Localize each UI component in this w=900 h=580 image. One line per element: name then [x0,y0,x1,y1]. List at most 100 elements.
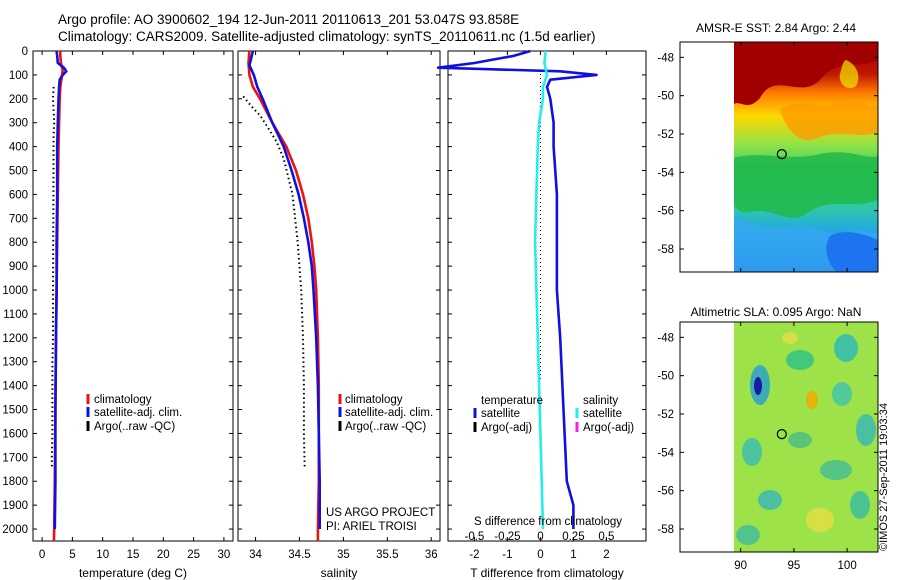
lat-tick-label: -52 [657,409,674,421]
depth-tick-label: 1700 [2,452,28,464]
x-tick-label: 5 [69,549,75,561]
legend-label-argo: Argo(..raw -QC) [345,421,426,433]
x-tick-label: 0 [537,549,543,561]
depth-tick-label: 0 [22,46,28,58]
series-line-s-satellite [533,50,549,530]
temperature-legend: climatology satellite-adj. clim. Argo(..… [86,394,182,433]
depth-tick-label: 200 [9,94,28,106]
lat-tick-label: -54 [657,167,674,179]
lat-tick-label: -56 [657,486,674,498]
pi-annotation: PI: ARIEL TROISI [326,521,417,533]
sla-map-frame [679,321,879,553]
x-tick-label: 1 [570,549,576,561]
difference-plot: -2 -1 0 1 2 -0.5 -0.25 0 0.25 0.5 [436,49,614,561]
salinity-plot: 34 34.5 35 35.5 36 [242,50,438,561]
lat-tick-label: -56 [657,206,674,218]
s-tick-label: 0.5 [598,531,614,543]
lat-tick-label: -50 [657,371,674,383]
series-line-satellite-adj-clim [53,50,68,530]
x-tick-label: 35.5 [376,549,398,561]
depth-tick-label: 100 [9,70,28,82]
x-tick-label: 25 [187,549,200,561]
sst-map: AMSR-E SST: 2.84 Argo: 2.44 -48 -50 -52 -54… [657,21,879,273]
lat-tick-label: -58 [657,524,674,536]
s-tick-label: -0.25 [494,531,520,543]
s-tick-label: 0.25 [562,531,584,543]
lat-tick-label: -50 [657,91,674,103]
sla-map-title: Altimetric SLA: 0.095 Argo: NaN [691,305,862,319]
difference-legend: temperature salinity satellite Argo(-adj… [473,395,634,434]
depth-tick-label: 800 [9,237,28,249]
legend-label-s-sat: satellite [583,408,622,420]
salinity-legend: climatology satellite-adj. clim. Argo(..… [326,394,435,533]
legend-label-t-sat: satellite [481,408,520,420]
depth-tick-label: 1500 [2,405,28,417]
depth-axis: 0 100 200 300 400 500 600 700 800 900 1000 1100 1200… [2,46,28,536]
legend-label-s-argo: Argo(-adj) [583,422,634,434]
x-tick-label: 34.5 [288,549,310,561]
x-tick-label: 2 [603,549,609,561]
temperature-plot-frame [32,50,234,542]
depth-tick-label: 1000 [2,285,28,297]
depth-tick-label: 300 [9,118,28,130]
legend-label-clim: climatology [345,394,403,406]
depth-tick-label: 1400 [2,381,28,393]
series-line-t-satellite [436,49,598,529]
x-tick-label: 30 [218,549,231,561]
salinity-plot-frame [237,50,441,542]
legend-label-sat: satellite-adj. clim. [345,407,433,419]
series-line-argo-raw-qc [242,95,306,467]
sst-lat-axis: -48 -50 -52 -54 -56 -58 [657,52,878,256]
depth-ticks [33,50,646,530]
header-line-1: Argo profile: AO 3900602_194 12-Jun-2011… [58,12,520,27]
depth-tick-label: 1100 [3,309,28,321]
legend-label-clim: climatology [94,394,152,406]
series-line-climatology [247,50,321,541]
legend-label-sat: satellite-adj. clim. [94,407,182,419]
legend-title-temperature: temperature [481,395,543,407]
depth-tick-label: 1900 [2,500,28,512]
sst-map-title: AMSR-E SST: 2.84 Argo: 2.44 [696,21,856,35]
legend-title-salinity: salinity [583,395,618,407]
sst-lon-axis [740,42,848,272]
argo-float-marker [776,149,787,160]
sst-map-frame [679,41,879,273]
lat-tick-label: -58 [657,244,674,256]
depth-tick-label: 500 [9,166,28,178]
lat-tick-label: -48 [657,332,674,344]
depth-tick-label: 1800 [2,476,28,488]
depth-tick-label: 900 [9,261,28,273]
x-tick-label: -1 [502,549,512,561]
lon-tick-label: 100 [838,560,857,572]
temperature-plot: 0 5 10 15 20 25 30 [39,50,231,561]
x-tick-label: 15 [127,549,140,561]
argo-float-marker [776,429,787,440]
x-tick-label: 0 [39,549,45,561]
depth-tick-label: 600 [9,189,28,201]
salinity-xlabel: salinity [321,566,358,580]
series-line-satellite-adj-clim [248,50,322,529]
lat-tick-label: -48 [657,52,674,64]
x-tick-label: 34 [249,549,262,561]
difference-xlabel: T difference from climatology [470,566,624,580]
s-tick-label: 0 [537,531,543,543]
legend-label-argo: Argo(..raw -QC) [94,421,175,433]
series-line-argo-raw-qc [50,86,56,467]
legend-label-t-argo: Argo(-adj) [481,422,532,434]
x-tick-label: 20 [157,549,170,561]
depth-tick-label: 2000 [2,524,28,536]
depth-tick-label: 700 [9,213,28,225]
sla-map: Altimetric SLA: 0.095 Argo: NaN -48 -50 -5… [657,305,879,572]
x-tick-label: 10 [96,549,109,561]
temperature-xlabel: temperature (deg C) [79,566,187,580]
s-difference-label: S difference from climatology [474,516,622,528]
lat-tick-label: -54 [657,447,674,459]
x-tick-label: 35 [337,549,350,561]
imos-timestamp: ©IMOS 27-Sep-2011 19:03:34 [878,403,890,551]
lon-tick-label: 90 [734,560,747,572]
lon-tick-label: 95 [788,560,801,572]
x-tick-label: 36 [425,549,438,561]
lat-tick-label: -52 [657,129,674,141]
sla-lon-axis: 90 95 100 [734,322,857,572]
